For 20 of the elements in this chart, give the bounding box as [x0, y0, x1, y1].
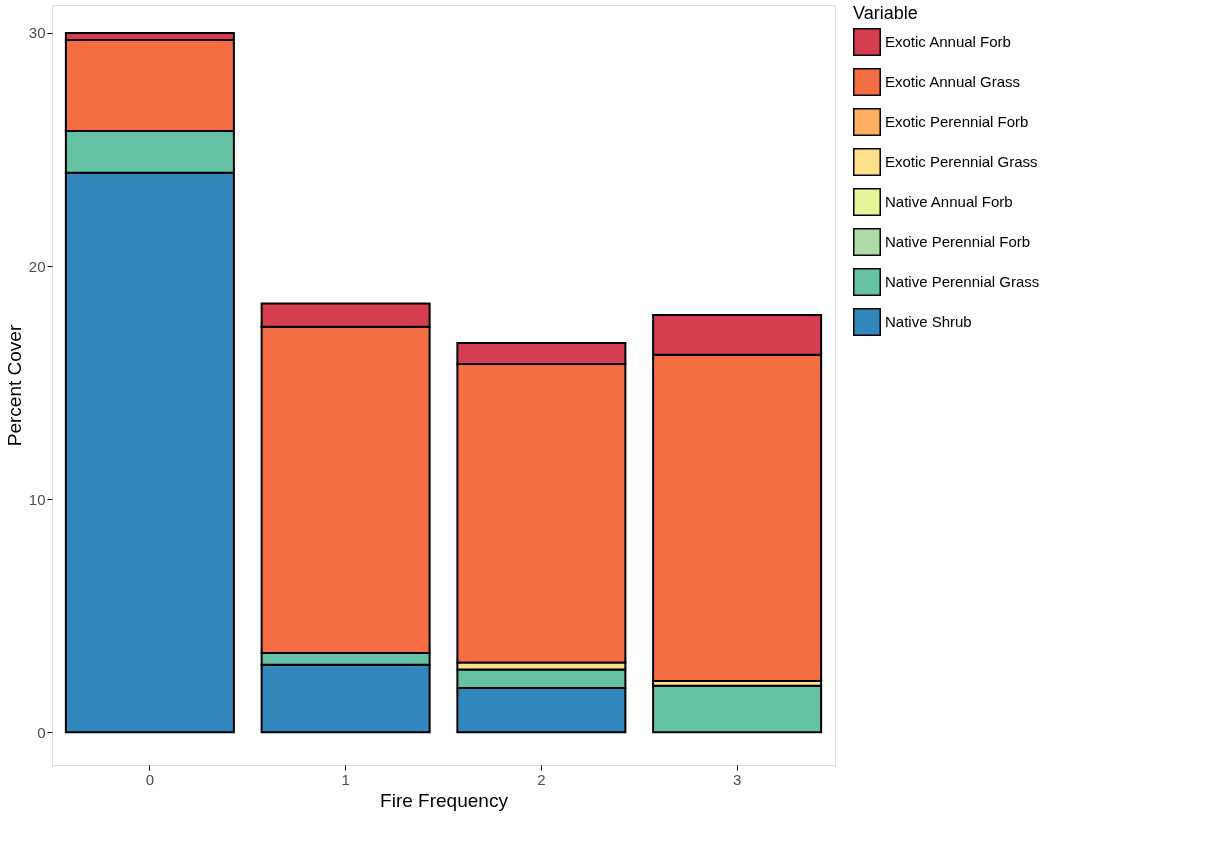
- x-tick-label: 3: [732, 770, 742, 788]
- legend-title: Variable: [853, 3, 918, 23]
- y-tick-label: 0: [37, 723, 46, 741]
- y-axis-title: Percent Cover: [3, 324, 25, 447]
- legend-label: Exotic Perennial Forb: [885, 113, 1029, 130]
- legend-label: Native Perennial Grass: [885, 273, 1040, 290]
- y-tick-label: 20: [28, 257, 46, 275]
- legend-label: Native Perennial Forb: [885, 233, 1031, 250]
- bar: [652, 684, 823, 734]
- x-tick-label: 2: [537, 770, 546, 788]
- legend-label: Exotic Perennial Grass: [885, 153, 1038, 170]
- y-tick-label: 30: [28, 24, 46, 42]
- y-tick-label: 10: [28, 490, 46, 508]
- legend-label: Native Annual Forb: [885, 193, 1013, 210]
- x-tick-label: 1: [341, 770, 350, 788]
- x-axis-title: Fire Frequency: [380, 789, 509, 811]
- legend-label: Native Shrub: [885, 313, 972, 330]
- x-tick-label: 0: [145, 770, 155, 788]
- legend-label: Exotic Annual Grass: [885, 73, 1021, 90]
- legend-label: Exotic Annual Forb: [885, 33, 1011, 50]
